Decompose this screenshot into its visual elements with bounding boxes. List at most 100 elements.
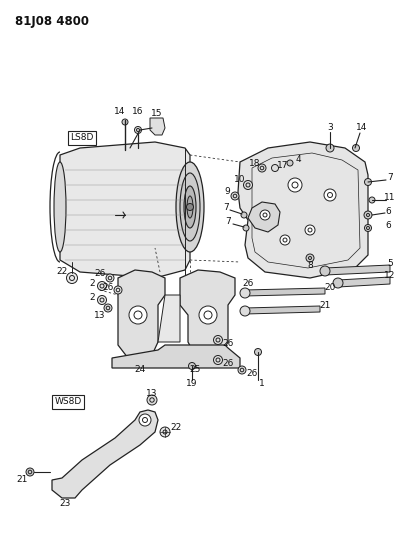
Polygon shape xyxy=(158,295,180,342)
Circle shape xyxy=(67,272,78,284)
Text: 21: 21 xyxy=(319,302,331,311)
Circle shape xyxy=(353,144,360,151)
Circle shape xyxy=(97,295,107,304)
Ellipse shape xyxy=(176,162,204,252)
Text: 11: 11 xyxy=(384,193,396,203)
Text: 26: 26 xyxy=(222,340,234,349)
Circle shape xyxy=(135,126,141,133)
Polygon shape xyxy=(248,202,280,232)
Text: 17: 17 xyxy=(277,160,289,169)
Text: 14: 14 xyxy=(114,108,126,117)
Polygon shape xyxy=(238,142,368,278)
Circle shape xyxy=(364,224,372,231)
Ellipse shape xyxy=(54,162,66,252)
Polygon shape xyxy=(112,345,240,368)
Text: 26: 26 xyxy=(242,279,254,287)
Circle shape xyxy=(213,356,223,365)
Polygon shape xyxy=(60,142,190,278)
Polygon shape xyxy=(245,306,320,314)
Text: 21: 21 xyxy=(16,475,28,484)
Circle shape xyxy=(189,362,196,369)
Circle shape xyxy=(240,306,250,316)
Text: 16: 16 xyxy=(132,108,144,117)
Circle shape xyxy=(238,366,246,374)
Circle shape xyxy=(258,164,266,172)
Circle shape xyxy=(326,144,334,152)
Text: 5: 5 xyxy=(387,260,393,269)
Text: 13: 13 xyxy=(94,311,106,320)
Text: 7: 7 xyxy=(223,204,229,213)
Text: 25: 25 xyxy=(189,366,201,375)
Circle shape xyxy=(288,178,302,192)
Text: 10: 10 xyxy=(234,175,246,184)
Circle shape xyxy=(106,274,114,282)
Circle shape xyxy=(306,254,314,262)
Text: 23: 23 xyxy=(59,498,71,507)
Text: 22: 22 xyxy=(57,268,67,277)
Text: WS8D: WS8D xyxy=(55,398,82,407)
Ellipse shape xyxy=(180,173,200,241)
Polygon shape xyxy=(245,288,325,296)
Text: 2: 2 xyxy=(89,279,95,288)
Circle shape xyxy=(97,281,107,290)
Circle shape xyxy=(364,211,372,219)
Text: 12: 12 xyxy=(384,271,396,280)
Polygon shape xyxy=(150,118,165,135)
Circle shape xyxy=(241,212,247,218)
Text: 6: 6 xyxy=(385,222,391,230)
Circle shape xyxy=(187,204,194,211)
Text: 26: 26 xyxy=(94,270,106,279)
Circle shape xyxy=(333,278,343,288)
Circle shape xyxy=(160,427,170,437)
Circle shape xyxy=(287,160,293,166)
Circle shape xyxy=(122,119,128,125)
Circle shape xyxy=(369,197,375,203)
Text: 4: 4 xyxy=(295,156,301,165)
Circle shape xyxy=(260,210,270,220)
Text: 18: 18 xyxy=(249,158,261,167)
Circle shape xyxy=(243,225,249,231)
Polygon shape xyxy=(325,265,390,275)
Text: 9: 9 xyxy=(224,188,230,197)
Circle shape xyxy=(324,189,336,201)
Ellipse shape xyxy=(187,196,193,218)
Polygon shape xyxy=(118,270,165,362)
Text: 81J08 4800: 81J08 4800 xyxy=(15,15,89,28)
Text: 7: 7 xyxy=(387,174,393,182)
Circle shape xyxy=(114,286,122,294)
Text: 7: 7 xyxy=(225,217,231,227)
Circle shape xyxy=(364,179,372,185)
Circle shape xyxy=(147,395,157,405)
Circle shape xyxy=(240,288,250,298)
Text: 15: 15 xyxy=(151,109,163,117)
Text: 24: 24 xyxy=(135,366,145,375)
Text: 26: 26 xyxy=(102,284,114,293)
Text: 26: 26 xyxy=(246,369,258,378)
Polygon shape xyxy=(180,270,235,360)
Circle shape xyxy=(231,192,239,200)
Circle shape xyxy=(26,468,34,476)
Circle shape xyxy=(255,349,261,356)
Text: 3: 3 xyxy=(327,123,333,132)
Polygon shape xyxy=(52,410,158,498)
Circle shape xyxy=(199,306,217,324)
Circle shape xyxy=(271,165,278,172)
Text: 1: 1 xyxy=(259,378,265,387)
Circle shape xyxy=(139,414,151,426)
Circle shape xyxy=(280,235,290,245)
Text: 22: 22 xyxy=(170,424,182,432)
Circle shape xyxy=(104,304,112,312)
Text: 20: 20 xyxy=(324,284,336,293)
Circle shape xyxy=(244,181,252,190)
Text: LS8D: LS8D xyxy=(70,133,94,142)
Text: 6: 6 xyxy=(385,207,391,216)
Text: 13: 13 xyxy=(146,389,158,398)
Text: 8: 8 xyxy=(307,261,313,270)
Polygon shape xyxy=(338,277,390,287)
Text: 2: 2 xyxy=(89,294,95,303)
Circle shape xyxy=(320,266,330,276)
Text: 19: 19 xyxy=(186,378,198,387)
Circle shape xyxy=(305,225,315,235)
Ellipse shape xyxy=(184,186,196,228)
Circle shape xyxy=(213,335,223,344)
